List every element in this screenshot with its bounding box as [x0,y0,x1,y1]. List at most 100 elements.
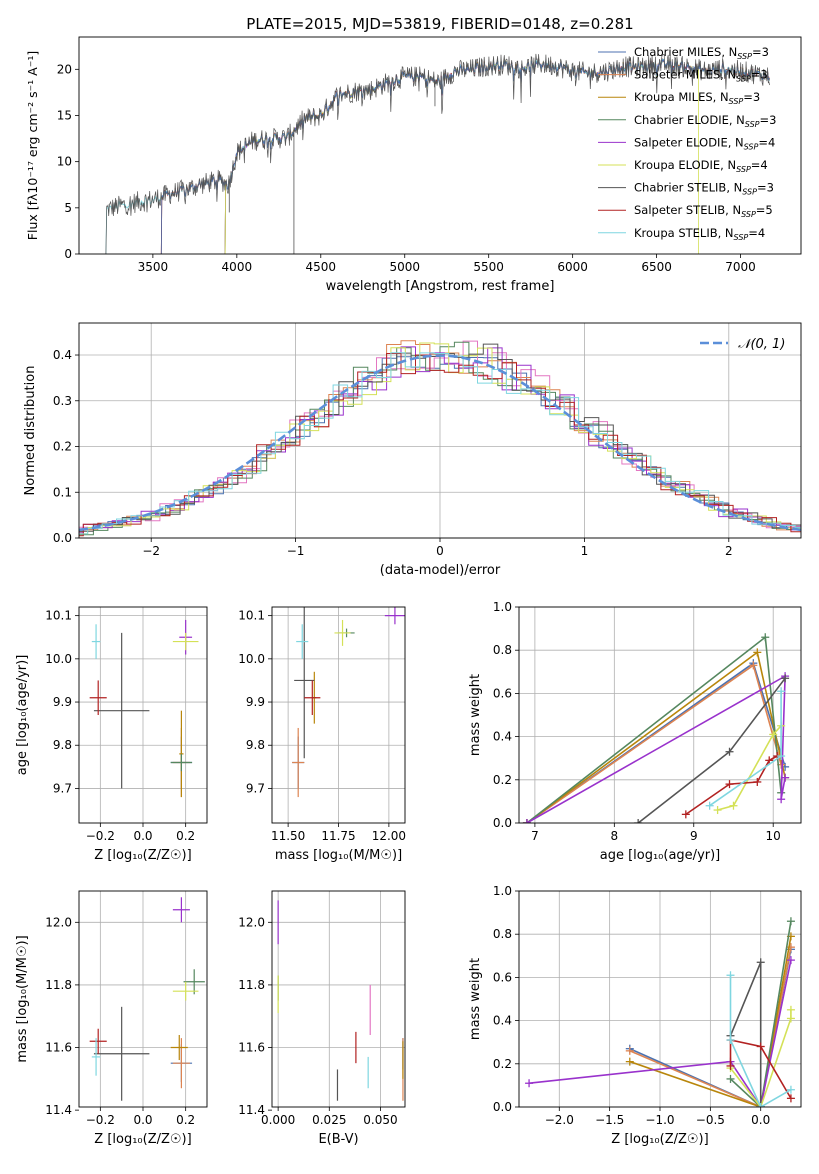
axes-frame [271,890,406,1108]
axes-frame [78,890,208,1108]
y-tick-label: 0.6 [493,970,512,984]
x-tick-label: −2.0 [545,1113,574,1127]
legend-label-3: Chabrier ELODIE, NSSP=3 [634,113,776,129]
plot-area [79,340,801,537]
y-tick-label: 9.9 [246,695,265,709]
y-axis-label: mass [log₁₀(M/M☉)] [15,935,30,1062]
plot-area [292,607,405,798]
weight-marker [522,819,531,823]
y-tick-label: 0.6 [493,686,512,700]
grid [79,607,207,823]
x-axis-label: (data-model)/error [380,563,501,578]
weight-marker [786,956,795,965]
x-tick-label: 6000 [557,260,588,274]
grid [272,891,405,1107]
x-axis-label: Z [log₁₀(Z/Z☉)] [611,1132,708,1147]
legend-label-1: Salpeter MILES, NSSP=3 [634,68,768,84]
spectrum-line-8 [105,58,770,254]
point-7 [304,680,321,715]
y-tick-label: 15 [57,108,72,122]
x-tick-label: 2 [725,544,733,558]
point-7 [89,1028,107,1054]
y-tick-label: 12.0 [45,915,72,929]
spectrum-line-7 [160,58,770,254]
grid [519,890,801,1108]
panel-spectrum: 3500 4000 4500 5000 5500 6000 6500 7000 0 5 10 15 20… [25,36,802,294]
y-tick-label: 10 [57,155,72,169]
y-tick-label: 0.0 [493,816,512,830]
weight-marker [781,674,790,683]
x-axis-label: Z [log₁₀(Z/Z☉)] [94,848,191,863]
axes-frame [518,890,802,1108]
x-tick-label: 6500 [641,260,672,274]
x-tick-label: −2 [142,544,160,558]
weight-series-1 [526,663,782,823]
y-tick-label: 0.2 [493,1057,512,1071]
y-axis-label: mass weight [468,674,483,756]
point-6 [93,1006,150,1101]
y-tick-label: 10.1 [45,609,72,623]
y-tick-label: 12.0 [238,915,265,929]
point-8 [296,624,309,659]
y-axis-label: age [log₁₀(age/yr)] [15,655,30,776]
x-tick-label: 0 [436,544,444,558]
panel-mass-vs-Z: −0.2 0.0 0.2 11.4 11.6 11.8 12.0 Z [log₁₀(Z/Z☉)… [15,890,208,1147]
spectrum-line-3 [224,58,770,254]
y-axis-label: Flux [fλ10⁻¹⁷ erg cm⁻² s⁻¹ A⁻¹] [25,51,40,240]
weight-marker [713,806,722,815]
legend-label-2: Kroupa MILES, NSSP=3 [634,90,760,106]
spectrum-line-6 [105,53,770,254]
weight-marker [725,780,734,789]
x-tick-label: 7 [531,829,539,843]
x-tick-label: 0.0 [133,1113,152,1127]
y-tick-label: 0.1 [53,485,72,499]
y-axis-label: mass weight [468,958,483,1040]
point-8 [91,1038,101,1076]
grid [79,891,207,1107]
point-1 [292,727,305,798]
weight-marker [625,1057,634,1066]
y-tick-label: 0.2 [53,440,72,454]
weight-marker [761,633,770,642]
weight-marker [726,1061,735,1070]
weight-series-3 [729,921,792,1107]
y-tick-label: 0.0 [53,531,72,545]
panel-mass-vs-ebv: 0.000 0.025 0.050 11.4 11.6 11.8 12.0 E(B-V) [238,890,406,1147]
y-tick-label: 9.7 [246,781,265,795]
x-tick-label: −0.2 [86,1113,115,1127]
axes-frame [78,36,802,255]
x-axis-label: wavelength [Angstrom, rest frame] [326,279,555,294]
weight-marker [729,801,738,810]
weight-marker [756,958,765,967]
weight-marker [786,1005,795,1014]
point-6 [93,632,150,789]
y-tick-label: 0.3 [53,394,72,408]
weight-marker [705,801,714,810]
spectrum-line-2 [224,58,770,254]
x-tick-label: 0.2 [176,829,195,843]
point-4 [172,897,190,923]
y-tick-label: 10.0 [238,652,265,666]
grid [272,607,405,823]
plot-area [89,897,205,1101]
point-3 [183,969,205,995]
weight-marker [777,795,786,804]
axes-frame [271,606,406,824]
panel-age-vs-mass: 11.50 11.75 12.00 9.7 9.8 9.9 10.0 10.1 mass [lo… [238,606,406,863]
x-tick-label: 0.000 [261,1113,295,1127]
weight-marker [725,747,734,756]
plot-area [89,619,199,798]
x-tick-label: 10 [766,829,781,843]
y-tick-label: 11.8 [45,978,72,992]
weight-marker [786,917,795,926]
axes-frame [78,322,802,539]
weight-series-0 [526,661,786,823]
point-5 [172,981,199,1001]
x-tick-label: 1 [581,544,589,558]
weight-marker [681,810,690,819]
grid [519,606,801,824]
x-axis-label: age [log₁₀(age/yr)] [600,848,721,863]
y-tick-label: 20 [57,62,72,76]
x-tick-label: 12.00 [372,829,406,843]
